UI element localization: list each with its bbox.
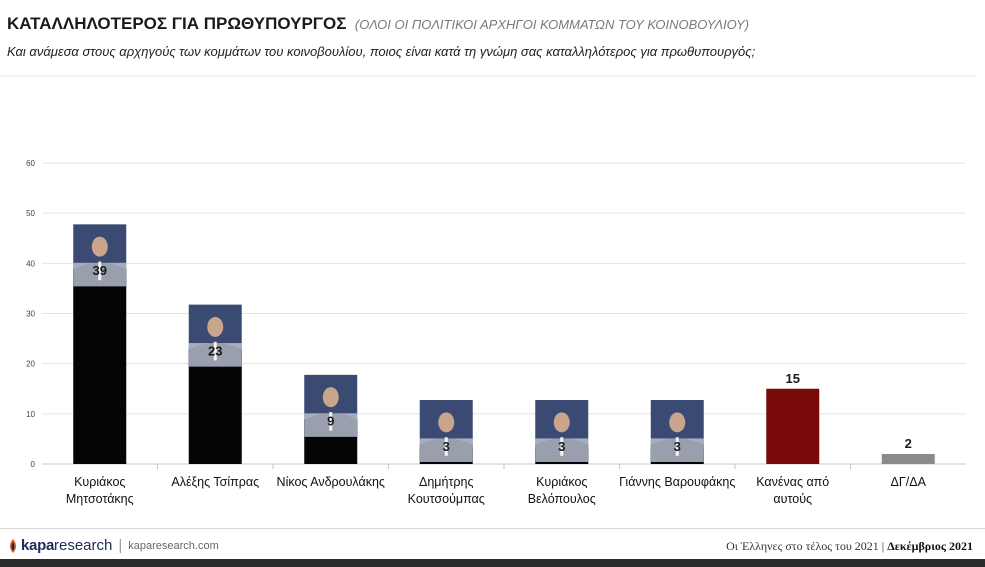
logo-brand: kapa xyxy=(21,537,54,554)
x-axis-label: Αλέξης Τσίπρας xyxy=(171,475,259,489)
footer-caption-text: Οι Έλληνες στο τέλος του 2021 | xyxy=(726,539,888,553)
y-axis-ticks: 0 10 20 30 40 50 60 xyxy=(26,159,35,469)
bar xyxy=(766,388,820,464)
data-label: 39 xyxy=(93,263,107,278)
portrait-face xyxy=(438,412,455,433)
x-axis-label: Κανένας από αυτούς xyxy=(756,475,829,506)
portrait-fade xyxy=(535,438,589,462)
data-label: 9 xyxy=(327,414,334,429)
x-axis-label: Νίκος Ανδρουλάκης xyxy=(277,475,385,489)
survey-question: Και ανάμεσα στους αρχηγούς των κομμάτων … xyxy=(7,44,756,59)
y-tick-label: 30 xyxy=(26,310,35,319)
x-axis-labels: Κυριάκος Μητσοτάκης Αλέξης Τσίπρας Νίκος Αν… xyxy=(66,475,927,506)
portrait-fade xyxy=(304,413,358,437)
logo-separator: | xyxy=(118,537,123,554)
data-label: 3 xyxy=(674,439,681,454)
data-label: 3 xyxy=(558,439,565,454)
portrait-face xyxy=(669,412,686,433)
portrait-face xyxy=(322,387,339,408)
data-label: 23 xyxy=(208,343,222,358)
portrait-face xyxy=(91,236,108,257)
data-label: 3 xyxy=(443,439,450,454)
x-axis-label: Κυριάκος Μητσοτάκης xyxy=(66,475,134,506)
portrait-face xyxy=(207,316,224,337)
y-tick-label: 20 xyxy=(26,360,35,369)
bar-chart: 0 10 20 30 40 50 60 39 23 9 3 3 3 15 2 Κυριάκος Μητσοτ… xyxy=(0,75,975,506)
portrait-photo xyxy=(419,400,473,462)
y-tick-label: 10 xyxy=(26,410,35,419)
portrait-photo xyxy=(304,374,358,437)
footer: kapa research | kaparesearch.com Οι Έλλην… xyxy=(0,530,985,560)
footer-caption: Οι Έλληνες στο τέλος του 2021 | Δεκέμβρι… xyxy=(726,539,973,554)
x-axis-label: Γιάννης Βαρουφάκης xyxy=(619,475,735,489)
footer-divider xyxy=(0,528,985,529)
chart-title-row: ΚΑΤΑΛΛΗΛΟΤΕΡΟΣ ΓΙΑ ΠΡΩΘΥΠΟΥΡΓΟΣ (ΟΛΟΙ ΟΙ… xyxy=(7,14,749,34)
bottom-bar xyxy=(0,559,985,567)
portrait-fade xyxy=(188,343,242,367)
y-tick-label: 40 xyxy=(26,259,35,268)
logo-brand-suffix: research xyxy=(54,537,113,554)
y-tick-label: 60 xyxy=(26,159,35,168)
x-axis-label: Δημήτρης Κουτσούμπας xyxy=(408,475,485,506)
y-tick-label: 50 xyxy=(26,209,35,218)
gridlines xyxy=(0,75,975,469)
bar xyxy=(73,268,127,464)
portrait-photo xyxy=(188,304,242,367)
logo-website: kaparesearch.com xyxy=(128,539,219,552)
x-axis-label: ΔΓ/ΔΑ xyxy=(891,475,927,489)
kapa-research-logo: kapa research | kaparesearch.com xyxy=(8,537,219,554)
data-label: 2 xyxy=(905,436,912,451)
portrait-fade xyxy=(650,438,704,462)
portrait-fade xyxy=(73,262,127,287)
data-label: 15 xyxy=(786,371,800,386)
chart-title: ΚΑΤΑΛΛΗΛΟΤΕΡΟΣ ΓΙΑ ΠΡΩΘΥΠΟΥΡΓΟΣ xyxy=(7,14,347,33)
footer-date: Δεκέμβριος 2021 xyxy=(887,539,973,553)
portrait-fade xyxy=(419,438,473,462)
portrait-face xyxy=(553,412,570,433)
portrait-photo xyxy=(650,400,704,462)
bar xyxy=(188,348,242,464)
portrait-photo xyxy=(535,400,589,462)
bars: 39 23 9 3 3 3 15 2 xyxy=(73,224,935,464)
chart-subtitle: (ΟΛΟΙ ΟΙ ΠΟΛΙΤΙΚΟΙ ΑΡΧΗΓΟΙ ΚΟΜΜΑΤΩΝ ΤΟΥ … xyxy=(354,17,750,32)
y-tick-label: 0 xyxy=(31,460,36,469)
portrait-photo xyxy=(73,224,127,287)
kapa-logo-icon xyxy=(10,538,16,553)
x-axis-label: Κυριάκος Βελόπουλος xyxy=(528,475,596,506)
bar xyxy=(881,453,935,464)
